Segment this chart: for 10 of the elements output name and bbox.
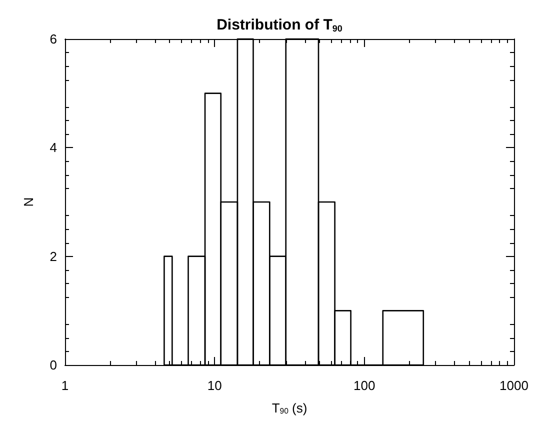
x-tick-label: 1 — [61, 378, 69, 393]
y-tick-label: 2 — [50, 248, 57, 264]
x-tick-label: 100 — [353, 378, 376, 393]
y-tick-label: 0 — [50, 358, 57, 372]
x-tick-label: 1000 — [500, 378, 528, 393]
y-axis-title: N — [21, 197, 36, 207]
x-tick-label: 10 — [207, 378, 222, 393]
y-tick-label: 6 — [50, 32, 57, 46]
chart-title: Distribution of T90 — [216, 16, 342, 34]
y-tick-label: 4 — [50, 140, 57, 156]
